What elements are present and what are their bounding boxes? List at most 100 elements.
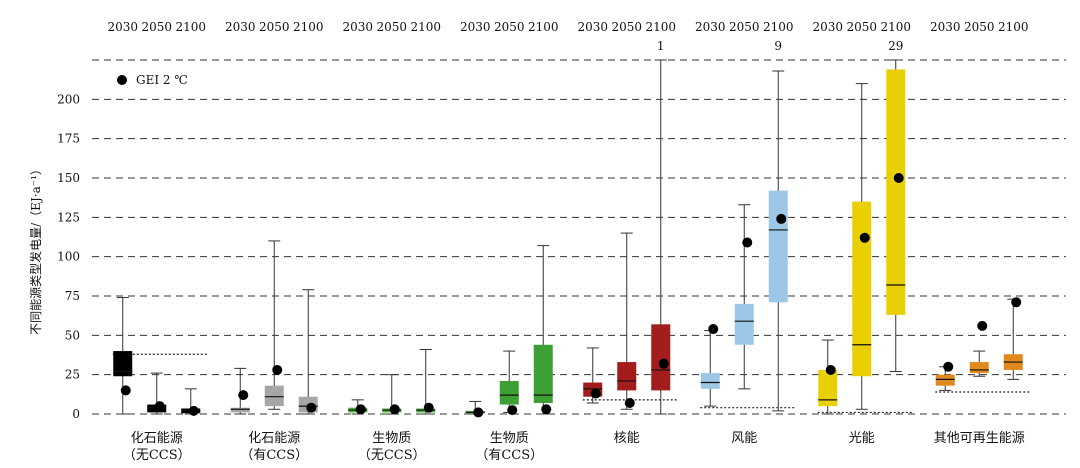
year-label: 2100 [880,20,911,34]
gei-point [624,397,635,408]
y-tick-label: 175 [57,132,80,146]
year-label: 2030 [695,20,726,34]
category-label: 风能 [731,431,757,446]
box [651,324,671,391]
gei-point [825,364,836,375]
year-label: 2030 [225,20,256,34]
category-sublabel: （无CCS） [123,448,191,463]
gei-point [188,405,199,416]
gei-point [541,404,552,415]
category-label: 生物质 [372,431,411,446]
category-group [112,297,209,416]
gei-point [507,405,518,416]
year-label: 2100 [410,20,441,34]
gei-point [272,364,283,375]
year-label: 2030 [812,20,843,34]
category-sublabel: （无CCS） [358,448,426,463]
year-label: 2050 [964,20,995,34]
box [700,373,720,389]
year-label: 2050 [376,20,407,34]
gei-point [355,404,366,415]
year-label: 2030 [577,20,608,34]
category-label: 化石能源 [248,431,300,446]
grid-lines [92,59,1066,415]
gei-point [306,402,317,413]
gei-point [473,407,484,418]
box [230,407,250,413]
overflow-count: 29 [888,39,903,53]
box [818,369,838,407]
box [617,362,637,391]
year-label: 2100 [645,20,676,34]
y-tick-label: 50 [65,328,80,342]
gei-point [154,401,165,412]
legend-label: GEI 2 ℃ [136,73,188,87]
year-label: 2030 [460,20,491,34]
category-sublabel: （有CCS） [475,448,543,463]
category-label: 其他可再生能源 [934,431,1025,446]
category-group [817,59,914,415]
year-label: 2050 [494,20,525,34]
gei-point [708,324,719,335]
category-sublabel: （有CCS） [240,448,308,463]
gei-point [893,173,904,183]
year-label: 2050 [141,20,172,34]
box [886,69,906,315]
gei-point [590,388,601,399]
gei-point [742,237,753,248]
box [935,374,955,386]
category-group [582,59,679,415]
year-label: 2050 [611,20,642,34]
gei-point [943,361,954,372]
category-group [935,297,1032,393]
y-tick-label: 200 [57,92,80,106]
box [969,362,989,374]
category-group [465,245,553,418]
overflow-count: 9 [774,39,782,53]
gei-point [776,213,787,224]
year-label: 2100 [175,20,206,34]
gei-point [238,390,249,401]
y-tick-label: 25 [65,368,80,382]
category-label: 核能 [614,431,640,446]
category-group [230,240,318,415]
box [113,351,133,377]
y-tick-label: 75 [65,289,80,303]
box [734,303,754,345]
year-label: 2050 [259,20,290,34]
y-axis-label: 不同能源类型发电量/（EJ·a⁻¹） [28,163,43,335]
gei-point [859,232,870,243]
category-group [348,348,436,415]
year-label: 2030 [930,20,961,34]
y-axis: 0 25 50 75 100 125 150 175 200 [57,92,80,421]
gei-point [389,404,400,415]
year-label: 2030 [342,20,373,34]
year-label: 2050 [729,20,760,34]
gei-point [120,385,131,396]
gei-point [423,402,434,413]
box [852,201,872,377]
year-label: 2030 [107,20,138,34]
y-tick-label: 150 [57,171,80,185]
gei-point [658,358,669,369]
box [533,344,553,403]
y-tick-label: 0 [72,407,80,421]
box [768,190,788,303]
legend: GEI 2 ℃ [117,73,188,87]
year-label: 2100 [293,20,324,34]
category-group [700,70,797,412]
legend-marker [117,75,127,85]
year-label: 2050 [846,20,877,34]
plot-area [112,59,1032,418]
gei-point [977,320,988,331]
overflow-count: 1 [657,39,665,53]
category-label: 生物质 [490,431,529,446]
gei-point [1011,297,1022,308]
box [499,380,519,405]
year-label: 2100 [763,20,794,34]
y-tick-label: 100 [57,250,80,264]
category-label: 化石能源 [131,431,183,446]
y-tick-label: 125 [57,210,80,224]
